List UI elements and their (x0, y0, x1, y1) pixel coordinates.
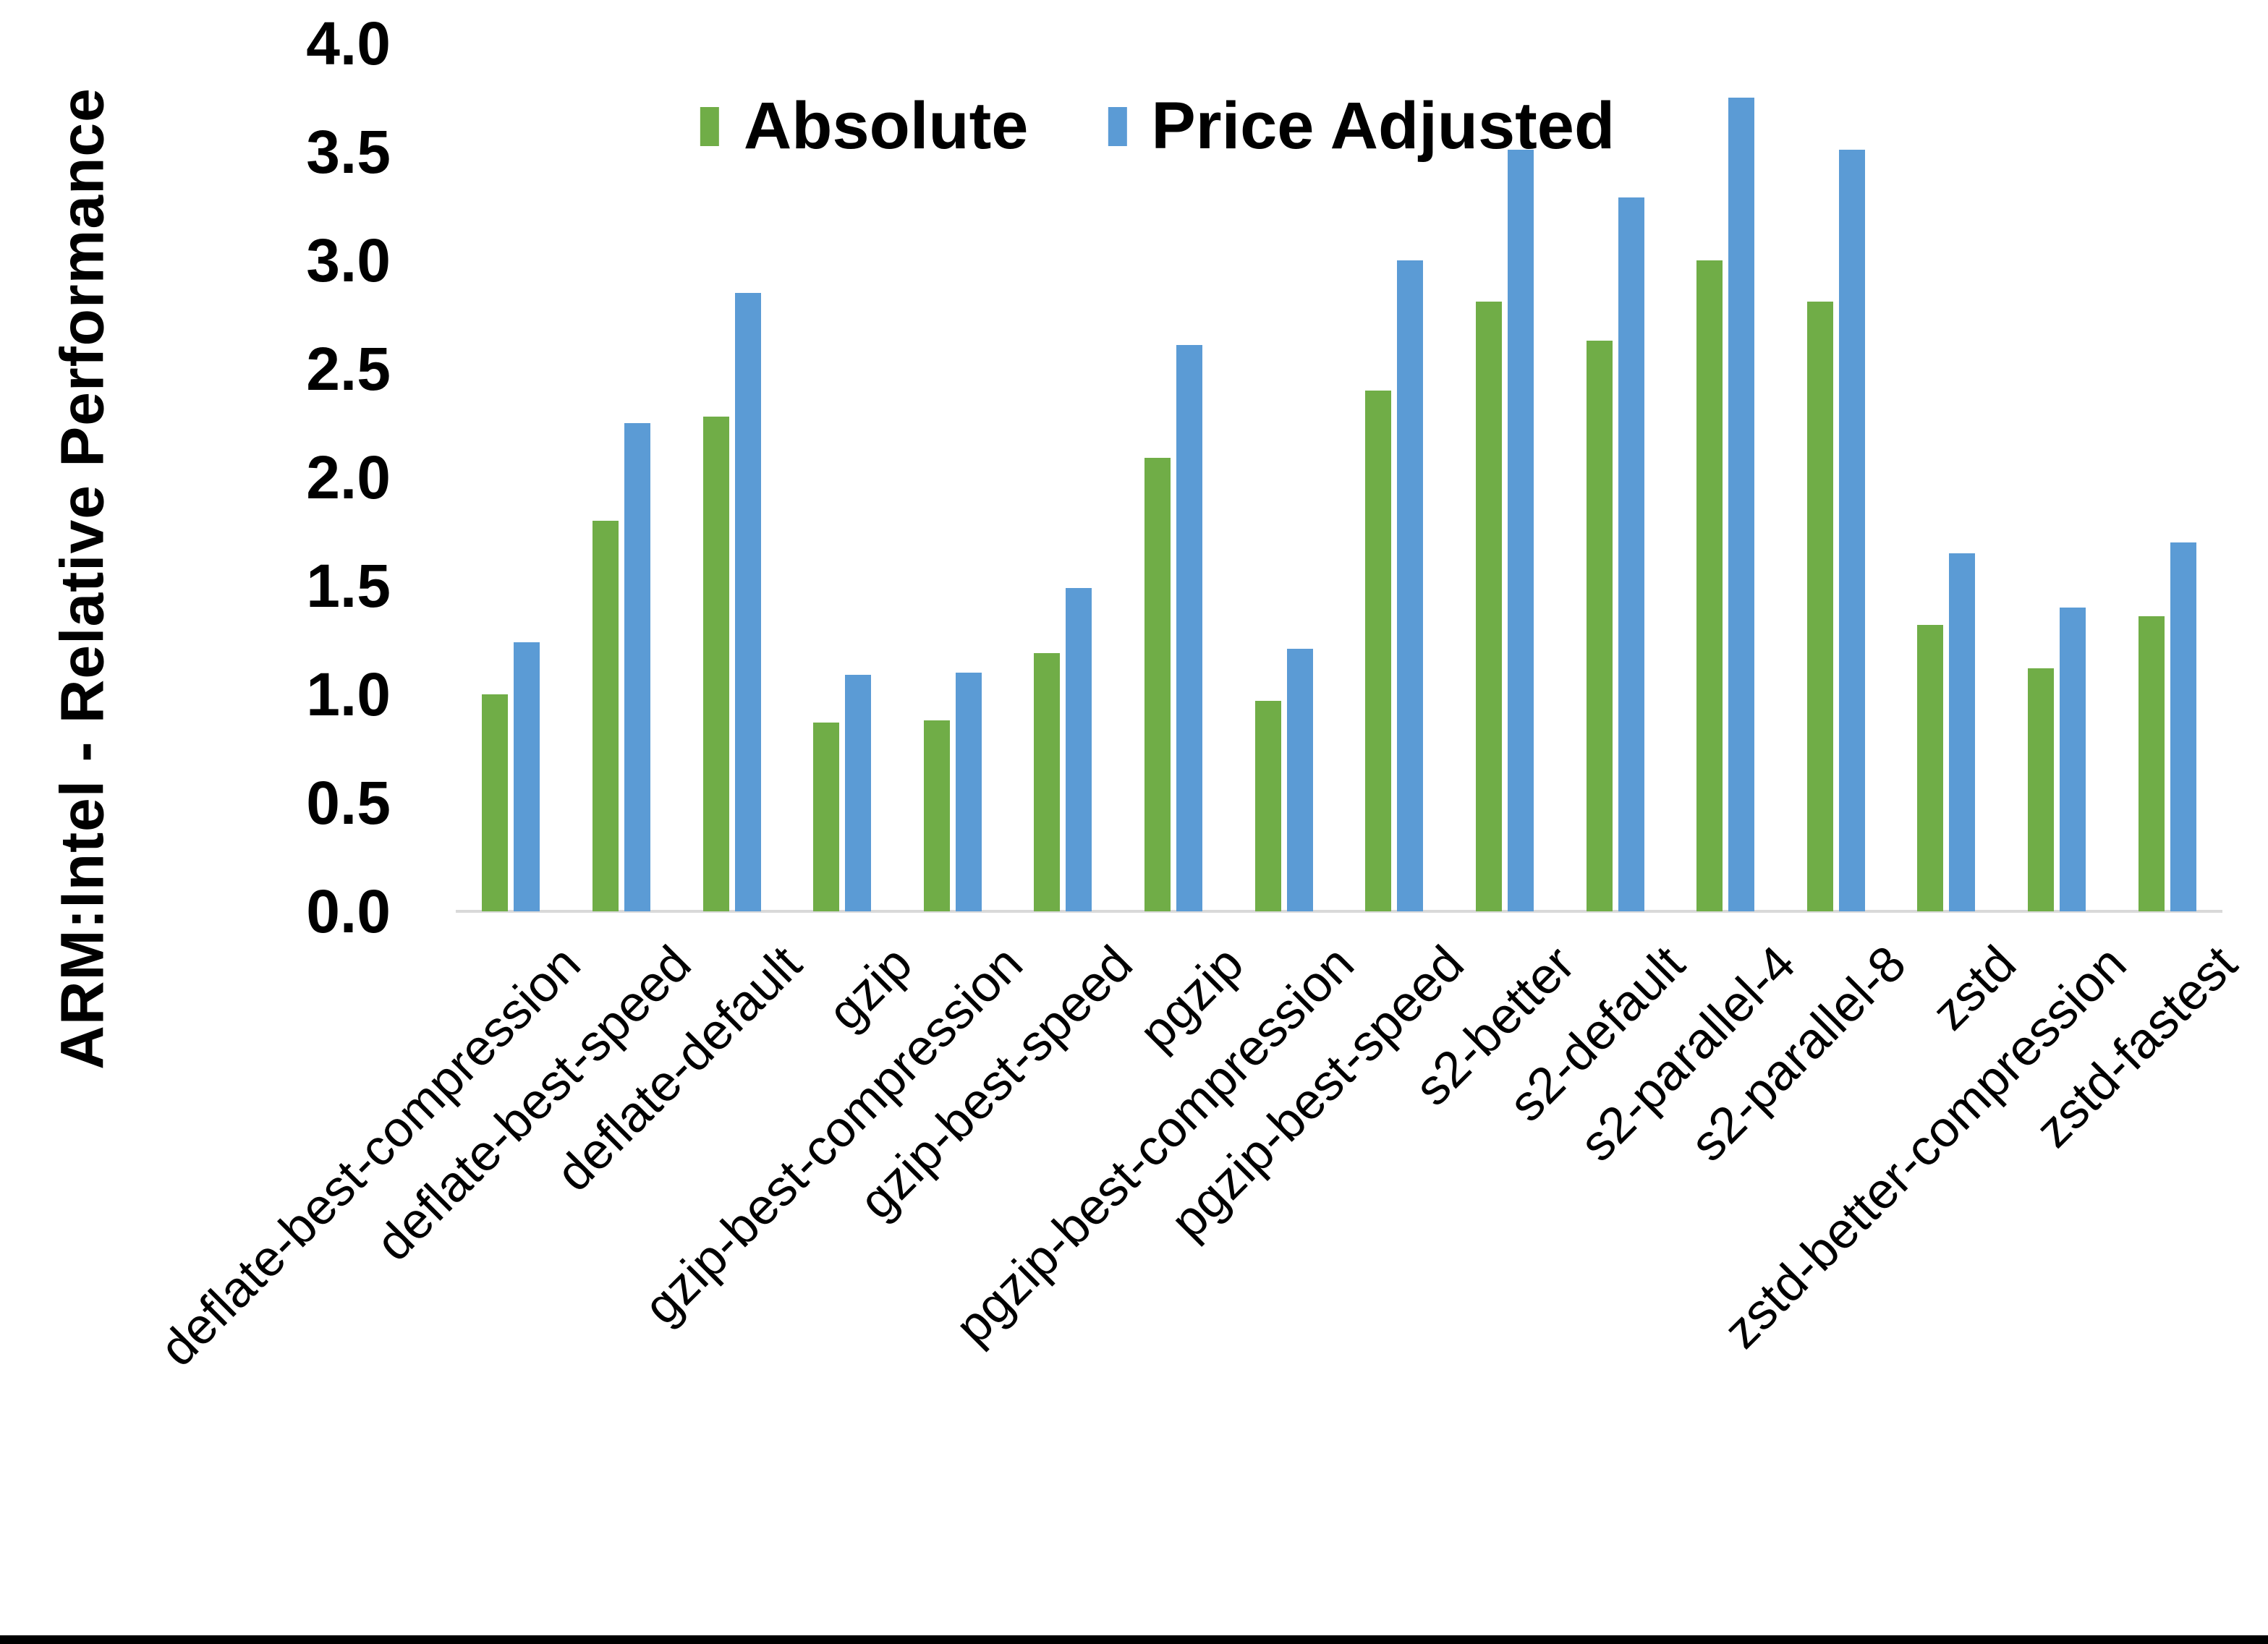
bar-price-adjusted-s2-parallel-8 (1838, 150, 1865, 911)
bar-absolute-zstd-better-compression (2028, 668, 2055, 911)
legend: Absolute Price Adjusted (700, 88, 1615, 164)
bar-absolute-s2-default (1586, 341, 1613, 911)
legend-item-absolute: Absolute (700, 88, 1029, 164)
y-tick-label: 3.5 (306, 118, 391, 186)
bar-absolute-deflate-best-speed (592, 521, 619, 911)
bar-absolute-deflate-best-compression (482, 694, 509, 911)
bar-absolute-s2-better (1475, 302, 1502, 911)
legend-label-price-adjusted: Price Adjusted (1151, 89, 1615, 163)
y-tick-label: 1.5 (306, 552, 391, 620)
bar-absolute-gzip (813, 723, 840, 911)
y-tick-label: 2.0 (306, 443, 391, 511)
bar-price-adjusted-s2-parallel-4 (1728, 98, 1755, 911)
bar-price-adjusted-deflate-best-speed (624, 423, 650, 911)
bar-price-adjusted-zstd-better-compression (2060, 608, 2086, 911)
plot-area (456, 43, 2222, 913)
y-tick-label: 3.0 (306, 226, 391, 294)
bar-price-adjusted-pgzip-best-speed (1397, 260, 1424, 911)
bar-absolute-pgzip-best-speed (1365, 391, 1392, 911)
y-tick-label: 0.5 (306, 769, 391, 837)
bar-price-adjusted-gzip (845, 675, 872, 911)
bar-absolute-deflate-default (702, 417, 729, 911)
bar-price-adjusted-pgzip (1176, 345, 1203, 911)
legend-label-absolute: Absolute (743, 89, 1029, 163)
bar-price-adjusted-s2-default (1618, 197, 1644, 911)
bar-absolute-zstd-fastest (2138, 616, 2165, 911)
y-tick-label: 4.0 (306, 9, 391, 77)
y-tick-label: 1.0 (306, 660, 391, 728)
bar-price-adjusted-zstd-fastest (2170, 542, 2196, 911)
legend-swatch-price-adjusted-icon (1108, 106, 1127, 146)
bar-absolute-s2-parallel-4 (1696, 260, 1723, 911)
bar-absolute-gzip-best-speed (1034, 653, 1061, 911)
y-axis-title: ARM:Intel - Relative Performance (48, 88, 116, 1070)
bar-absolute-s2-parallel-8 (1806, 302, 1833, 911)
x-category-label: deflate-best-compression (149, 934, 592, 1377)
bar-absolute-zstd (1917, 625, 1944, 911)
bar-price-adjusted-deflate-default (734, 293, 761, 911)
legend-item-price-adjusted: Price Adjusted (1108, 88, 1615, 164)
y-tick-label: 2.5 (306, 335, 391, 403)
bar-price-adjusted-s2-better (1507, 150, 1534, 911)
legend-swatch-absolute-icon (700, 106, 719, 146)
bar-price-adjusted-gzip-best-compression (955, 673, 982, 911)
bar-absolute-pgzip-best-compression (1254, 701, 1281, 911)
bar-absolute-gzip-best-compression (923, 720, 950, 911)
y-tick-label: 0.0 (306, 877, 391, 945)
bar-price-adjusted-gzip-best-speed (1066, 588, 1092, 911)
x-axis-line (456, 910, 2222, 913)
bar-price-adjusted-zstd (1949, 553, 1976, 911)
bar-price-adjusted-deflate-best-compression (514, 642, 540, 911)
bar-price-adjusted-pgzip-best-compression (1286, 649, 1313, 911)
bar-absolute-pgzip (1144, 458, 1171, 911)
bottom-border (0, 1635, 2268, 1644)
